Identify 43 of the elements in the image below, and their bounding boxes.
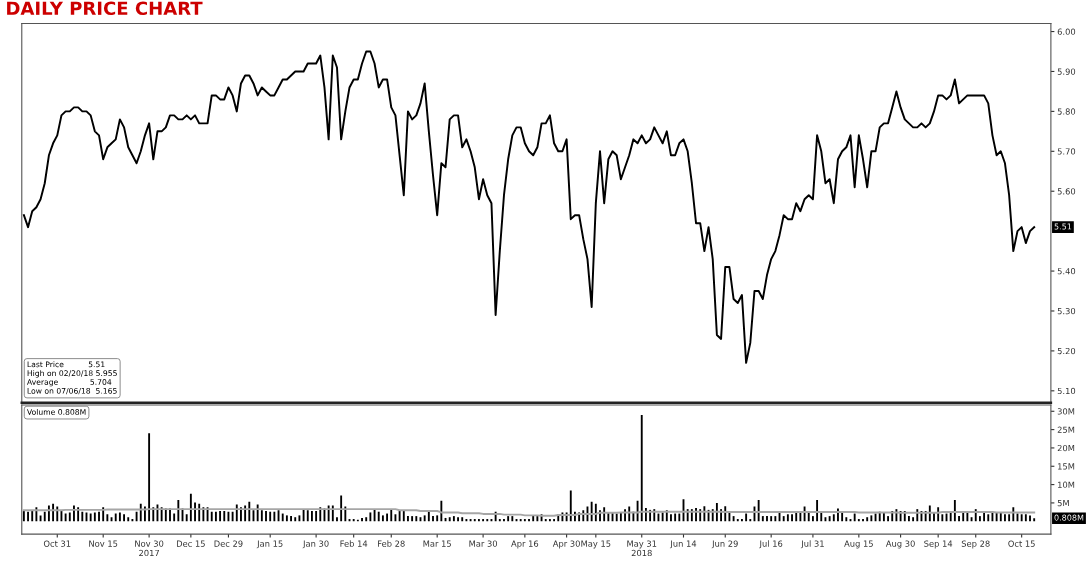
x-tick-label: Apr 16 bbox=[511, 540, 539, 549]
x-tick-label: Feb 14 bbox=[340, 540, 368, 547]
y-tick-label: 15M bbox=[1058, 463, 1075, 470]
x-tick-label: Jun 29 bbox=[711, 540, 738, 549]
x-tick-label: Oct 15 bbox=[1008, 540, 1035, 547]
x-tick-label: Jan 15 bbox=[256, 540, 283, 549]
x-tick-label: May 15 bbox=[581, 540, 611, 549]
line-series bbox=[22, 508, 1036, 517]
y-tick-label: 5.70 bbox=[1057, 148, 1076, 155]
y-tick-label: 5.20 bbox=[1057, 347, 1076, 355]
x-tick-label: May 31 2018 bbox=[627, 540, 657, 557]
x-tick-label: Aug 30 bbox=[885, 540, 915, 549]
y-tick-label: 25M bbox=[1057, 426, 1075, 433]
x-tick-label: Sep 28 bbox=[961, 540, 990, 549]
x-tick-label: Jul 31 bbox=[800, 540, 824, 549]
text: 0.808M bbox=[1054, 514, 1084, 521]
y-tick-label: 5.60 bbox=[1057, 188, 1076, 195]
y-tick-label: 5M bbox=[1057, 500, 1069, 507]
x-tick-label: Mar 30 bbox=[469, 540, 498, 547]
x-tick-label: Sep 14 bbox=[924, 540, 953, 549]
x-tick-label: Aug 15 bbox=[844, 540, 873, 549]
y-tick-label: 20M bbox=[1057, 444, 1075, 452]
y-tick-label: 30M bbox=[1057, 408, 1075, 415]
y-tick-label: 5.10 bbox=[1057, 387, 1076, 395]
chart-title: DAILY PRICE CHART bbox=[7, 1, 203, 16]
y-tick-label: 5.80 bbox=[1057, 108, 1076, 115]
x-tick-label: Apr 30 bbox=[552, 540, 580, 549]
x-tick-label: Jul 16 bbox=[759, 540, 783, 549]
x-tick-label: Jan 30 bbox=[302, 540, 329, 549]
y-tick-label: 10M bbox=[1058, 481, 1075, 488]
x-tick-label: Nov 15 bbox=[89, 540, 118, 547]
text: 5.51 bbox=[1054, 223, 1072, 230]
x-tick-label: Dec 29 bbox=[214, 540, 243, 547]
y-tick-label: 5.90 bbox=[1057, 68, 1076, 75]
x-tick-label: Feb 28 bbox=[378, 540, 405, 547]
x-tick-label: Nov 30 2017 bbox=[135, 540, 164, 557]
y-tick-label: 5.30 bbox=[1057, 307, 1076, 315]
x-tick-label: Jun 14 bbox=[669, 540, 697, 549]
y-tick-label: 6.00 bbox=[1057, 28, 1076, 35]
y-tick-label: 5.40 bbox=[1057, 268, 1076, 275]
x-tick-label: Dec 15 bbox=[176, 540, 205, 547]
x-tick-label: Mar 15 bbox=[423, 540, 451, 547]
x-tick-label: Oct 31 bbox=[43, 540, 71, 547]
